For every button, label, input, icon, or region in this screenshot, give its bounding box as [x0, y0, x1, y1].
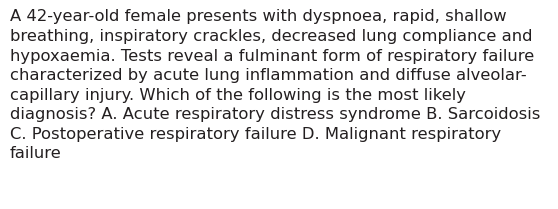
Text: A 42-year-old female presents with dyspnoea, rapid, shallow
breathing, inspirato: A 42-year-old female presents with dyspn…: [10, 9, 540, 161]
